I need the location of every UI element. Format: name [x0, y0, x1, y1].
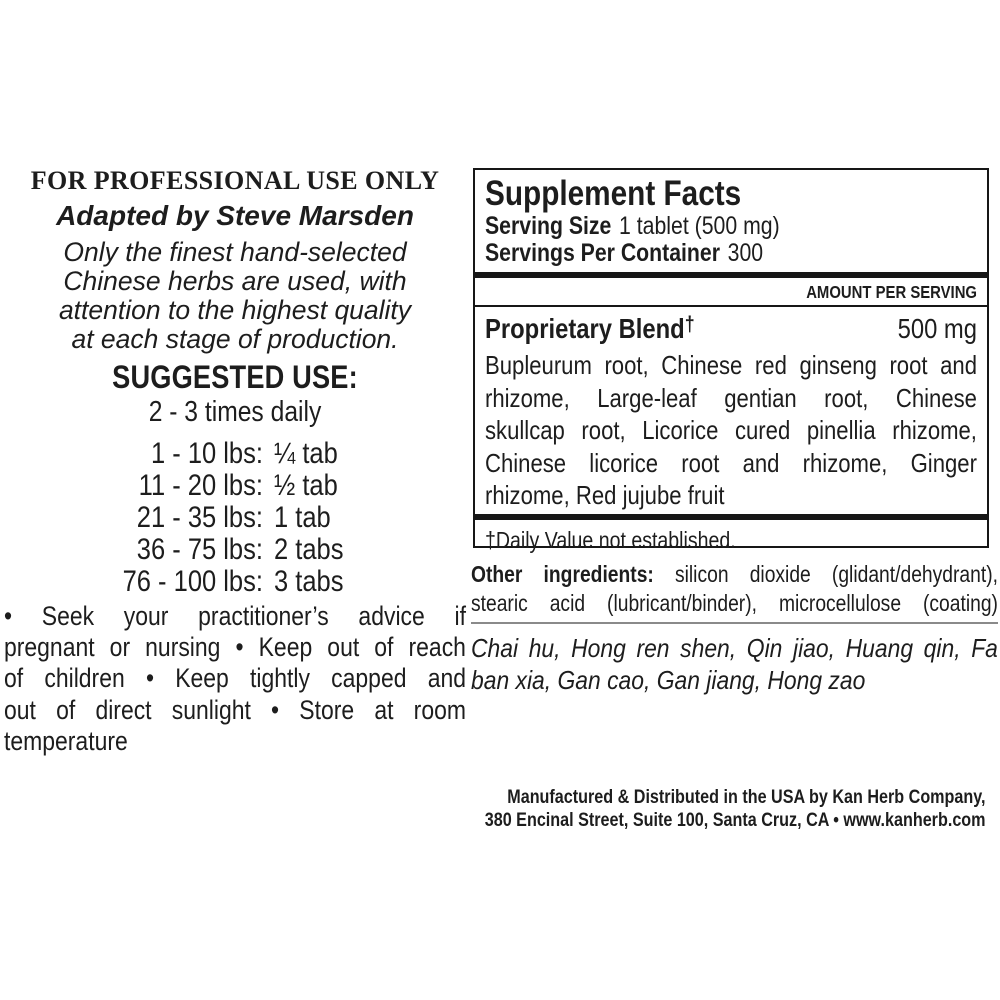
dose-amount: 2 tabs	[274, 533, 344, 566]
pinyin-herb-names: Chai hu, Hong ren shen, Qin jiao, Huang qin, Fa b…	[471, 632, 998, 696]
other-ingredients-paragraph: Other ingredients: silicon dioxide (glidant/…	[471, 560, 998, 618]
thick-divider-bar	[475, 272, 987, 278]
blend-header-row: Proprietary Blend† 500 mg	[485, 312, 977, 349]
dose-row: 11 - 20 lbs: ½ tab	[2, 470, 468, 502]
manufacturer-inner: Manufactured & Distributed in the USA by…	[473, 787, 986, 832]
blend-amount: 500 mg	[897, 313, 978, 344]
other-ingredients-inner: Other ingredients: silicon dioxide (glidant/…	[471, 560, 998, 618]
cautions-line: • Seek your practitioner’s advice if	[4, 601, 466, 631]
blend-ingredients-line: rhizome, Red jujube fruit	[485, 480, 725, 510]
serving-size-label: Serving Size	[485, 212, 612, 240]
quality-statement-line: at each stage of production.	[71, 324, 399, 354]
professional-use-notice: FOR PROFESSIONAL USE ONLY	[30, 166, 440, 195]
manufacturer-info: Manufactured & Distributed in the USA by…	[473, 787, 986, 837]
dose-weight-range: 21 - 35 lbs:	[136, 501, 263, 534]
thin-divider-line	[475, 305, 987, 307]
dose-amount: ½ tab	[274, 469, 338, 502]
blend-ingredients-line: skullcap root, Licorice cured pinellia rhizom…	[485, 415, 977, 445]
dose-amount: ¼ tab	[274, 437, 338, 470]
cautions-inner: • Seek your practitioner’s advice if pregnant…	[4, 601, 466, 757]
blend-name: Proprietary Blend†	[485, 312, 695, 344]
servings-per-container-label: Servings Per Container	[485, 239, 721, 267]
suggested-use-inner: SUGGESTED USE: 2 - 3 times daily 1 - 10 …	[2, 361, 468, 598]
dose-weight-range: 11 - 20 lbs:	[138, 469, 263, 502]
facts-header-inner: Supplement Facts Serving Size 1 tablet (5…	[485, 175, 977, 267]
dosing-frequency: 2 - 3 times daily	[148, 396, 322, 428]
pinyin-line: Chai hu, Hong ren shen, Qin jiao, Huang qin, Fa	[471, 633, 998, 663]
pinyin-inner: Chai hu, Hong ren shen, Qin jiao, Huang qin, Fa b…	[471, 632, 998, 696]
servings-per-container-value: 300	[727, 239, 764, 267]
cautions-line: of children • Keep tightly capped and	[4, 663, 467, 694]
supplement-facts-panel: Supplement Facts Serving Size 1 tablet (5…	[473, 168, 989, 553]
dagger-mark: †	[684, 312, 695, 336]
suggested-use-heading: SUGGESTED USE:	[112, 359, 358, 395]
cautions-line: out of direct sunlight • Store at room	[4, 694, 466, 725]
cautions-line: pregnant or nursing • Keep out of reach	[4, 632, 466, 663]
dose-weight-range: 76 - 100 lbs:	[122, 565, 263, 598]
dose-amount: 1 tab	[274, 501, 331, 534]
facts-header: Supplement Facts Serving Size 1 tablet (5…	[475, 170, 987, 269]
serving-size-value: 1 tablet (500 mg)	[619, 212, 780, 240]
amount-per-serving-inner: AMOUNT PER SERVING	[806, 282, 978, 302]
facts-title: Supplement Facts	[485, 174, 742, 213]
dose-weight-range: 36 - 75 lbs:	[136, 533, 263, 566]
manufacturer-line: 380 Encinal Street, Suite 100, Santa Cru…	[485, 809, 986, 831]
proprietary-blend-inner: Proprietary Blend† 500 mg Bupleurum root,…	[485, 312, 977, 512]
blend-ingredients-line: rhizome, Large-leaf gentian root, Chinese	[485, 382, 977, 413]
serving-size-row: Serving Size 1 tablet (500 mg)	[485, 213, 977, 240]
section-separator-rule	[471, 622, 998, 624]
quality-statement-line: attention to the highest quality	[58, 295, 412, 325]
dose-table: 1 - 10 lbs: ¼ tab 11 - 20 lbs: ½ tab 21 …	[2, 438, 468, 598]
dose-amount: 3 tabs	[274, 565, 344, 598]
blend-ingredients-line: Bupleurum root, Chinese red ginseng root and	[485, 350, 977, 380]
quality-statement-line: Chinese herbs are used, with	[63, 266, 407, 296]
blend-ingredient-list: Bupleurum root, Chinese red ginseng root and r…	[485, 349, 977, 512]
suggested-use-section: SUGGESTED USE: 2 - 3 times daily 1 - 10 …	[2, 361, 468, 598]
daily-value-footnote-inner: †Daily Value not established.	[485, 526, 736, 553]
daily-value-footnote: †Daily Value not established.	[475, 520, 987, 558]
dose-row: 36 - 75 lbs: 2 tabs	[2, 534, 468, 566]
quality-statement: Only the finest hand-selected Chinese he…	[0, 238, 470, 354]
dose-row: 76 - 100 lbs: 3 tabs	[2, 566, 468, 598]
servings-per-container-row: Servings Per Container 300	[485, 240, 977, 267]
dose-row: 1 - 10 lbs: ¼ tab	[2, 438, 468, 470]
thick-divider-bar	[475, 513, 987, 520]
quality-statement-line: Only the finest hand-selected	[63, 237, 407, 267]
other-ingredients-line: stearic acid (lubricant/binder), microcellu…	[471, 590, 998, 616]
dose-weight-range: 1 - 10 lbs:	[150, 437, 263, 470]
proprietary-blend-section: Proprietary Blend† 500 mg Bupleurum root,…	[475, 307, 987, 514]
amount-per-serving-row: AMOUNT PER SERVING	[475, 278, 987, 305]
dose-row: 21 - 35 lbs: 1 tab	[2, 502, 468, 534]
blend-ingredients-line: Chinese licorice root and rhizome, Ginger	[485, 447, 977, 478]
cautions-line: temperature	[4, 725, 128, 756]
adapted-by-line: Adapted by Steve Marsden	[56, 200, 414, 231]
cautions-paragraph: • Seek your practitioner’s advice if pregnant…	[4, 601, 466, 757]
other-ingredients-line: Other ingredients: silicon dioxide (glidant/…	[471, 561, 998, 587]
manufacturer-line: Manufactured & Distributed in the USA by…	[507, 787, 986, 808]
pinyin-line: ban xia, Gan cao, Gan jiang, Hong zao	[471, 665, 866, 695]
